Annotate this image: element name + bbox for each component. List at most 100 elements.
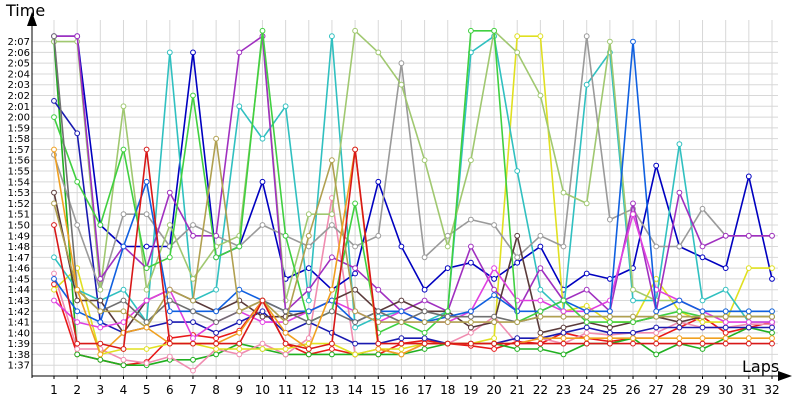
data-point [537, 243, 544, 250]
y-tick-label: 2:03 [8, 80, 30, 91]
y-tick-label: 1:44 [8, 285, 30, 296]
data-point [491, 340, 498, 347]
data-point [421, 254, 428, 261]
y-tick-label: 1:59 [8, 123, 30, 134]
x-tick-label: 16 [394, 383, 409, 397]
data-point [653, 329, 660, 336]
data-point [468, 308, 474, 315]
data-point [676, 319, 683, 326]
data-point [120, 286, 127, 293]
data-point [468, 216, 474, 223]
data-point [560, 313, 567, 320]
data-point [375, 351, 382, 358]
data-point [630, 329, 636, 336]
data-point [74, 319, 81, 326]
data-point [468, 157, 474, 164]
data-point [745, 324, 752, 331]
data-point [699, 346, 706, 352]
data-point [352, 286, 359, 293]
data-point [143, 211, 150, 218]
y-tick-label: 1:40 [8, 328, 30, 339]
data-point [375, 308, 382, 315]
series-lines [51, 27, 775, 374]
x-tick-label: 14 [347, 383, 362, 397]
data-point [653, 243, 660, 250]
data-point [120, 146, 127, 153]
data-point [421, 286, 428, 293]
data-point [398, 297, 405, 304]
data-point [468, 319, 474, 326]
data-point [236, 319, 243, 326]
data-point [468, 243, 474, 250]
data-point [769, 308, 775, 315]
data-point [190, 367, 196, 374]
data-point [537, 340, 544, 347]
data-point [74, 297, 81, 304]
y-tick-label: 1:50 [8, 220, 30, 231]
y-tick-label: 1:45 [8, 274, 30, 285]
data-point [699, 297, 706, 304]
data-point [398, 340, 405, 347]
y-tick-label: 1:48 [8, 242, 30, 253]
data-point [421, 329, 428, 336]
data-point [282, 319, 289, 326]
data-point [769, 340, 775, 347]
data-point [329, 340, 335, 347]
data-point [722, 313, 729, 320]
data-point [722, 329, 729, 336]
data-point [745, 335, 752, 342]
data-point [514, 335, 521, 342]
data-point [97, 286, 104, 293]
data-point [514, 254, 521, 261]
data-point [514, 340, 521, 347]
data-point [120, 297, 127, 304]
data-point [699, 313, 706, 320]
data-point [745, 173, 752, 180]
data-point [722, 308, 729, 315]
data-point [537, 92, 544, 99]
data-point [537, 308, 544, 315]
data-point [259, 178, 266, 185]
data-point [329, 286, 335, 293]
data-point [120, 308, 127, 315]
data-point [699, 243, 706, 250]
y-tick-label: 1:43 [8, 296, 30, 307]
data-point [329, 211, 335, 218]
data-point [630, 340, 636, 347]
data-point [236, 340, 243, 347]
data-point [352, 265, 359, 272]
data-point [375, 313, 382, 320]
data-point [259, 222, 266, 228]
data-point [537, 265, 544, 272]
x-tick-label: 30 [718, 383, 733, 397]
x-tick-label: 23 [556, 383, 571, 397]
x-tick-label: 12 [301, 383, 316, 397]
data-point [491, 292, 498, 299]
data-point [745, 313, 752, 320]
data-point [560, 329, 567, 336]
y-tick-label: 1:37 [8, 361, 30, 372]
x-tick-label: 20 [486, 383, 501, 397]
data-point [51, 200, 57, 207]
data-point [259, 313, 266, 320]
data-point [352, 27, 359, 34]
y-tick-label: 2:07 [8, 37, 30, 48]
data-point [74, 130, 81, 137]
data-point [583, 335, 590, 342]
data-point [190, 319, 196, 326]
data-point [51, 33, 57, 40]
data-point [213, 351, 220, 358]
data-point [421, 346, 428, 352]
data-point [491, 319, 498, 326]
data-point [143, 360, 150, 367]
data-point [213, 232, 220, 239]
x-tick-label: 17 [417, 383, 432, 397]
data-point [74, 286, 81, 293]
y-tick-label: 1:42 [8, 307, 30, 318]
data-point [51, 222, 57, 228]
data-point [560, 189, 567, 196]
data-point [583, 33, 590, 40]
data-point [421, 340, 428, 347]
y-tick-label: 2:01 [8, 102, 30, 113]
